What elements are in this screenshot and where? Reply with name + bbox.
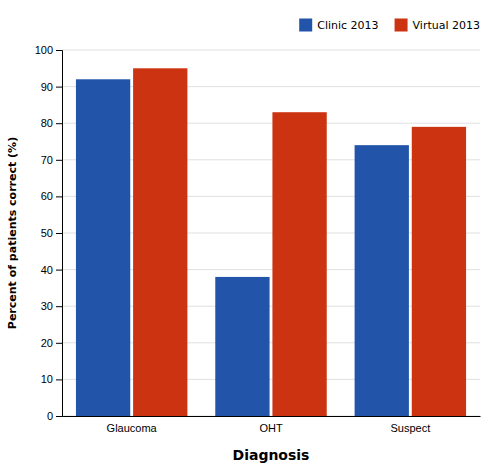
y-axis: 0 10 20 30 40 50 60 70 80 90 100 (35, 44, 63, 422)
tick-mark (56, 123, 62, 124)
tick-mark (56, 233, 62, 234)
tick-mark (56, 196, 62, 197)
y-axis-title: Percent of patients correct (%) (6, 137, 19, 329)
chart: 0 10 20 30 40 50 60 70 80 90 100 Glaucoma OHT Suspect… (0, 0, 500, 474)
legend-swatch (299, 19, 312, 32)
bar-series (76, 79, 409, 416)
bar (76, 79, 130, 416)
tick: 90 (41, 81, 62, 93)
tick: OHT (259, 422, 283, 434)
plot-area: 0 10 20 30 40 50 60 70 80 90 100 Glaucoma OHT Suspect (35, 44, 481, 434)
tick-label: 80 (41, 117, 53, 129)
tick-label: 70 (41, 154, 53, 166)
legend-item: Virtual 2013 (395, 19, 480, 32)
legend-item: Clinic 2013 (299, 19, 378, 32)
tick: 80 (41, 117, 62, 129)
legend-label: Clinic 2013 (317, 19, 378, 32)
tick-mark (56, 87, 62, 88)
tick-label: 10 (41, 373, 53, 385)
tick: 10 (41, 373, 62, 385)
tick-label: 60 (41, 190, 53, 202)
tick: 50 (41, 227, 62, 239)
grid (62, 50, 480, 416)
tick-label: Suspect (390, 422, 430, 434)
tick: 0 (47, 410, 62, 422)
bars (76, 68, 466, 416)
bar (215, 277, 269, 416)
tick: 100 (35, 44, 62, 56)
axis-line (63, 416, 481, 417)
x-axis: Glaucoma OHT Suspect (63, 417, 481, 434)
grid-line (62, 50, 480, 51)
bar (133, 68, 187, 416)
tick-mark (56, 343, 62, 344)
tick-mark (56, 416, 62, 417)
tick: 20 (41, 337, 62, 349)
tick-label: 40 (41, 264, 53, 276)
tick-label: 30 (41, 300, 53, 312)
legend-swatch (395, 19, 408, 32)
tick: Glaucoma (107, 422, 158, 434)
bar (355, 145, 409, 416)
tick: 30 (41, 300, 62, 312)
tick-mark (56, 160, 62, 161)
legend-label: Virtual 2013 (413, 19, 480, 32)
tick-label: 20 (41, 337, 53, 349)
bar (412, 127, 466, 416)
tick-mark (56, 379, 62, 380)
tick-label: 0 (47, 410, 53, 422)
axis-line (56, 51, 63, 417)
tick-mark (56, 270, 62, 271)
bar (272, 112, 326, 416)
tick-mark (56, 306, 62, 307)
tick-label: 50 (41, 227, 53, 239)
tick-label: 90 (41, 81, 53, 93)
legend: Clinic 2013 Virtual 2013 (299, 19, 480, 32)
tick: 60 (41, 190, 62, 202)
tick-label: OHT (259, 422, 283, 434)
tick-mark (56, 50, 62, 51)
tick-label: 100 (35, 44, 53, 56)
x-axis-title: Diagnosis (233, 447, 310, 463)
tick: 70 (41, 154, 62, 166)
bar-series (133, 68, 466, 416)
tick-label: Glaucoma (107, 422, 158, 434)
tick: 40 (41, 264, 62, 276)
tick: Suspect (390, 422, 430, 434)
